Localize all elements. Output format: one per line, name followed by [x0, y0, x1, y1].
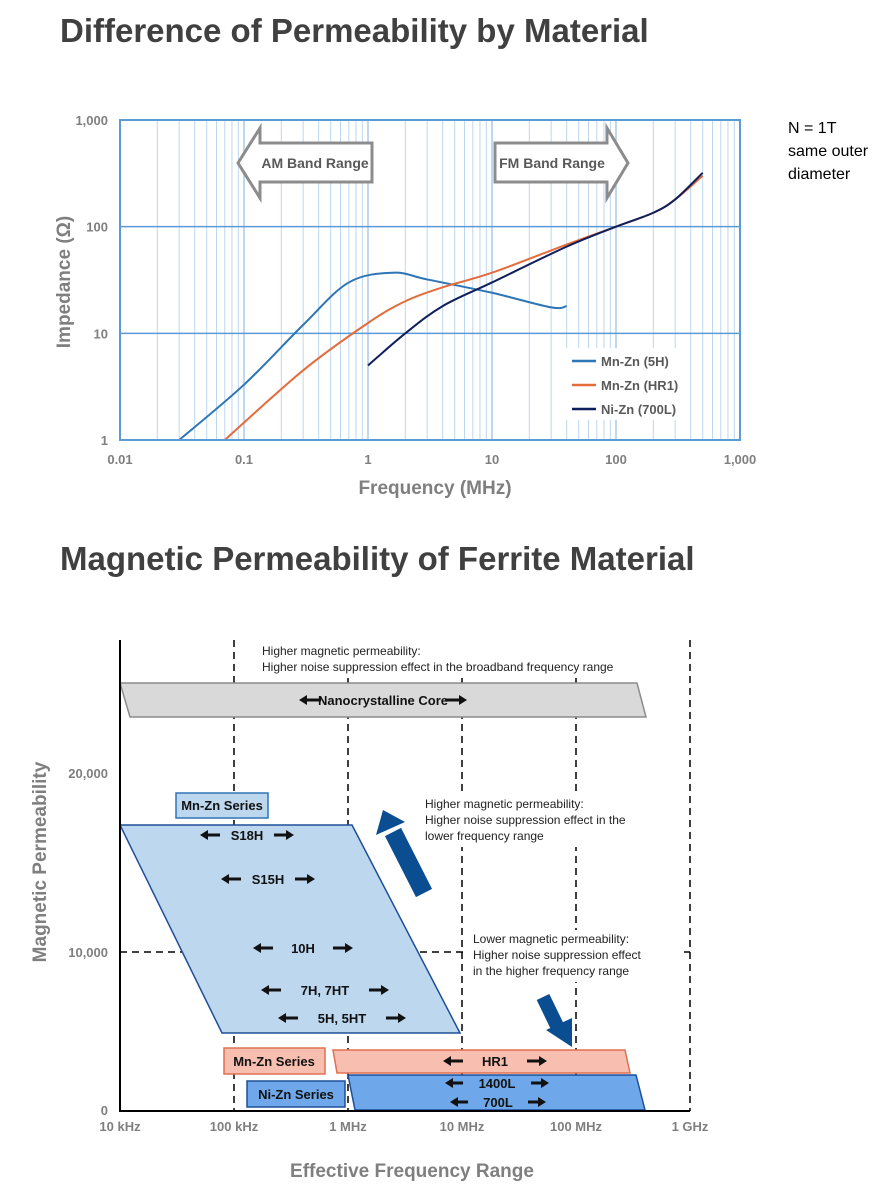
arrow-left-icon: [221, 874, 229, 884]
s18h-label: S18H: [231, 828, 264, 843]
x-tick-label: 100: [605, 452, 627, 467]
y-tick-label: 1: [101, 433, 108, 448]
5h-label: 5H, 5HT: [318, 1011, 366, 1026]
arrow-left-icon: [443, 1056, 451, 1066]
tick-labels: 0.01 0.1 1 10 100 1,000 1 10 100 1,000: [75, 113, 756, 467]
series-line-2: [367, 172, 704, 367]
arrow-left-icon: [278, 1013, 286, 1023]
legend-label: Mn-Zn (HR1): [601, 378, 678, 393]
low-note-2: Higher noise suppression effect in the: [425, 813, 626, 827]
mnzn-series-label: Mn-Zn Series: [181, 798, 263, 813]
y-tick-label: 100: [86, 220, 108, 235]
y-tick-label: 1,000: [75, 113, 108, 128]
top-title: Difference of Permeability by Material: [60, 12, 649, 49]
am-band-arrow: [236, 122, 374, 204]
arrow-right-icon: [398, 1013, 406, 1023]
arrow-right-icon: [539, 1056, 547, 1066]
mnzn-hr1-series-label: Mn-Zn Series: [233, 1054, 315, 1069]
high-note-3: in the higher frequency range: [473, 964, 629, 978]
series-line-0: [178, 271, 567, 441]
permeability-chart: Higher magnetic permeability: Higher noi…: [30, 640, 709, 1182]
tick-labels: 10 kHz 100 kHz 1 MHz 10 MHz 100 MHz 1 GHz 0 10,…: [68, 766, 709, 1134]
y-tick-label: 10,000: [68, 945, 108, 960]
legend: Mn-Zn (5H) Mn-Zn (HR1) Ni-Zn (700L): [572, 354, 678, 417]
nanocrystalline-label: Nanocrystalline Core: [318, 693, 448, 708]
7h-label: 7H, 7HT: [301, 983, 349, 998]
s15h-label: S15H: [252, 872, 285, 887]
series: [178, 172, 704, 441]
x-tick-label: 10: [485, 452, 499, 467]
x-tick-label: 10 MHz: [440, 1119, 485, 1134]
y-axis-title: Impedance (Ω): [54, 216, 75, 348]
hr1-label: HR1: [482, 1054, 508, 1069]
plot-border: [119, 119, 741, 441]
x-tick-label: 0.1: [235, 452, 253, 467]
x-tick-label: 100 MHz: [550, 1119, 603, 1134]
legend-label: Mn-Zn (5H): [601, 354, 669, 369]
bottom-title: Magnetic Permeability of Ferrite Materia…: [60, 540, 695, 577]
arrow-left-icon: [253, 943, 261, 953]
arrow-right-icon: [381, 985, 389, 995]
arrow-left-icon: [261, 985, 269, 995]
10h-label: 10H: [291, 941, 315, 956]
y-axis-title: Magnetic Permeability: [30, 761, 51, 962]
x-tick-label: 0.01: [107, 452, 132, 467]
arrow-left-icon: [299, 695, 307, 705]
x-tick-label: 1: [364, 452, 371, 467]
up-arrow-icon: [376, 810, 433, 898]
impedance-chart: AM Band Range FM Band Range 0.01 0.1 1 10 10…: [54, 113, 869, 499]
hr1-band: [332, 1049, 631, 1074]
broadband-note-1: Higher magnetic permeability:: [262, 644, 421, 658]
note-bg: [468, 930, 683, 982]
high-note-2: Higher noise suppression effect: [473, 948, 642, 962]
note-bg: [415, 795, 655, 847]
arrow-left-icon: [450, 1097, 458, 1107]
arrow-right-icon: [345, 943, 353, 953]
x-tick-label: 10 kHz: [99, 1119, 141, 1134]
1400l-label: 1400L: [479, 1076, 516, 1091]
arrow-left-icon: [445, 1078, 453, 1088]
note-line-2: same outer: [788, 143, 869, 160]
x-axis-title: Effective Frequency Range: [290, 1161, 534, 1182]
down-arrow-icon: [536, 993, 572, 1047]
x-tick-label: 1 GHz: [672, 1119, 709, 1134]
mnzn-hr1-series-label-box: [223, 1047, 326, 1075]
range-arrows: [200, 695, 549, 1107]
nizn-series-label-box: [246, 1080, 346, 1108]
high-note-1: Lower magnetic permeability:: [473, 932, 629, 946]
x-axis-title: Frequency (MHz): [358, 478, 511, 499]
am-band-label: AM Band Range: [261, 155, 369, 171]
arrow-right-icon: [307, 874, 315, 884]
x-tick-label: 1 MHz: [329, 1119, 367, 1134]
arrow-right-icon: [286, 830, 294, 840]
mnzn-band: [118, 824, 462, 1034]
note-bg: [250, 640, 660, 678]
y-tick-label: 0: [101, 1103, 108, 1118]
fm-band-label: FM Band Range: [499, 155, 605, 171]
note-line-1: N = 1T: [788, 120, 837, 137]
fm-band-arrow: [493, 122, 630, 204]
broadband-note-2: Higher noise suppression effect in the b…: [262, 660, 614, 674]
low-note-1: Higher magnetic permeability:: [425, 797, 584, 811]
note-line-3: diameter: [788, 166, 851, 183]
arrow-left-icon: [200, 830, 208, 840]
arrow-right-icon: [459, 695, 467, 705]
low-note-3: lower frequency range: [425, 829, 544, 843]
arrow-right-icon: [541, 1078, 549, 1088]
legend-label: Ni-Zn (700L): [601, 402, 676, 417]
arrow-right-icon: [538, 1097, 546, 1107]
nanocrystalline-band: [118, 682, 647, 718]
x-tick-label: 100 kHz: [210, 1119, 259, 1134]
mnzn-series-label-box: [175, 792, 269, 819]
x-tick-label: 1,000: [724, 452, 757, 467]
700l-label: 700L: [483, 1095, 513, 1110]
y-tick-label: 20,000: [68, 766, 108, 781]
nizn-series-label: Ni-Zn Series: [258, 1087, 334, 1102]
y-tick-label: 10: [94, 326, 108, 341]
